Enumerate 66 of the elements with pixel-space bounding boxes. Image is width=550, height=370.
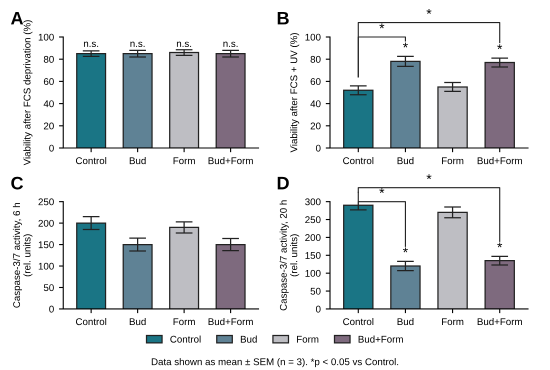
x-tick-label: Control [76, 157, 106, 164]
y-axis-title: Caspase-3/7 activity, 20 h (rel. units) [280, 200, 300, 310]
text: Data shown as mean ± SEM (n = 3). *p < 0.05 vs Control. [152, 358, 398, 368]
text: * [426, 174, 432, 180]
y-tick-label: 0 [316, 144, 321, 152]
legend-label: Bud [240, 336, 257, 343]
chart-title: D [278, 176, 289, 190]
chart-title: C [11, 176, 24, 190]
y-tick-label: 100 [38, 262, 54, 270]
x-tick-label: Bud+Form [478, 157, 522, 164]
y-tick-label: 60 [44, 78, 54, 86]
legend-label: Bud+Form [358, 336, 403, 343]
legend-label: Control [170, 336, 201, 343]
x-tick-label: Control [76, 318, 106, 326]
annotation: n.s. [84, 42, 98, 48]
x-tick-label: Control [343, 318, 374, 326]
y-tick-label: 50 [44, 284, 54, 292]
y-axis-title: Viability after FCS + UV (%) [290, 33, 300, 152]
y-tick-label: 0 [316, 306, 321, 313]
x-tick-label: Bud+Form [208, 157, 253, 164]
x-tick-label: Form [174, 157, 195, 164]
chart-title: A [10, 12, 24, 24]
x-tick-label: Form [174, 318, 195, 326]
y-tick-label: 100 [305, 270, 321, 277]
y-tick-label: 20 [44, 122, 54, 130]
y-tick-label: 50 [310, 288, 321, 295]
y-tick-label: 40 [310, 100, 321, 108]
annotation: n.s. [223, 42, 238, 48]
y-tick-label: 60 [310, 78, 321, 86]
y-tick-label: 80 [44, 56, 54, 63]
x-tick-label: Bud [398, 157, 414, 164]
annotation: * [402, 248, 408, 252]
y-axis-title: Viability after FCS deprivation (%) [23, 20, 32, 166]
x-tick-label: Form [442, 157, 464, 164]
y-tick-label: 250 [38, 198, 54, 206]
y-axis-title: Caspase-3/7 activity, 6 h (rel. units) [12, 203, 32, 308]
y-tick-label: 0 [49, 306, 54, 313]
x-tick-label: Bud [398, 318, 414, 326]
y-tick-label: 20 [310, 122, 321, 130]
x-tick-label: Bud+Form [208, 318, 253, 326]
y-tick-label: 100 [305, 34, 321, 41]
x-tick-label: Form [442, 318, 464, 326]
x-tick-label: Bud [130, 157, 146, 164]
legend-label: Form [297, 336, 318, 343]
annotation: n.s. [130, 42, 145, 48]
y-tick-label: 100 [38, 34, 54, 41]
y-tick-label: 150 [305, 252, 321, 259]
y-tick-label: 150 [38, 241, 54, 248]
x-tick-label: Control [343, 157, 374, 164]
annotation: * [497, 44, 502, 50]
text: * [379, 188, 384, 194]
y-tick-label: 200 [305, 234, 321, 242]
y-tick-label: 0 [49, 144, 54, 152]
text: * [426, 9, 432, 14]
text: * [379, 23, 384, 28]
x-tick-label: Bud [130, 318, 146, 326]
annotation: * [402, 42, 408, 48]
chart-title: B [278, 12, 289, 24]
y-tick-label: 40 [44, 100, 54, 108]
y-tick-label: 80 [310, 56, 321, 63]
y-tick-label: 200 [38, 220, 54, 227]
x-tick-label: Bud+Form [478, 318, 522, 326]
annotation: * [497, 242, 502, 248]
annotation: n.s. [176, 42, 192, 48]
y-tick-label: 300 [305, 198, 321, 206]
y-tick-label: 250 [305, 216, 321, 224]
